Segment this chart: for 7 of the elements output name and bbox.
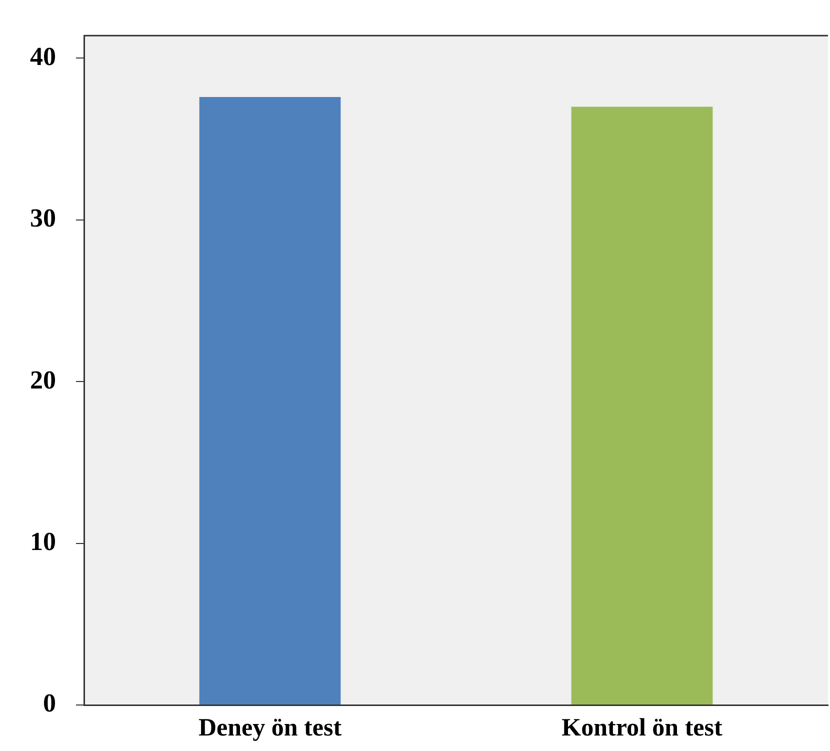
y-tick-label: 20 [30,365,56,394]
x-tick-label: Deney ön test [198,714,342,742]
x-tick-label: Kontrol ön test [562,714,723,742]
y-tick-label: 40 [30,42,56,71]
y-tick-label: 0 [43,688,56,718]
y-tick-label: 10 [30,527,56,556]
y-tick-label: 30 [30,204,56,233]
